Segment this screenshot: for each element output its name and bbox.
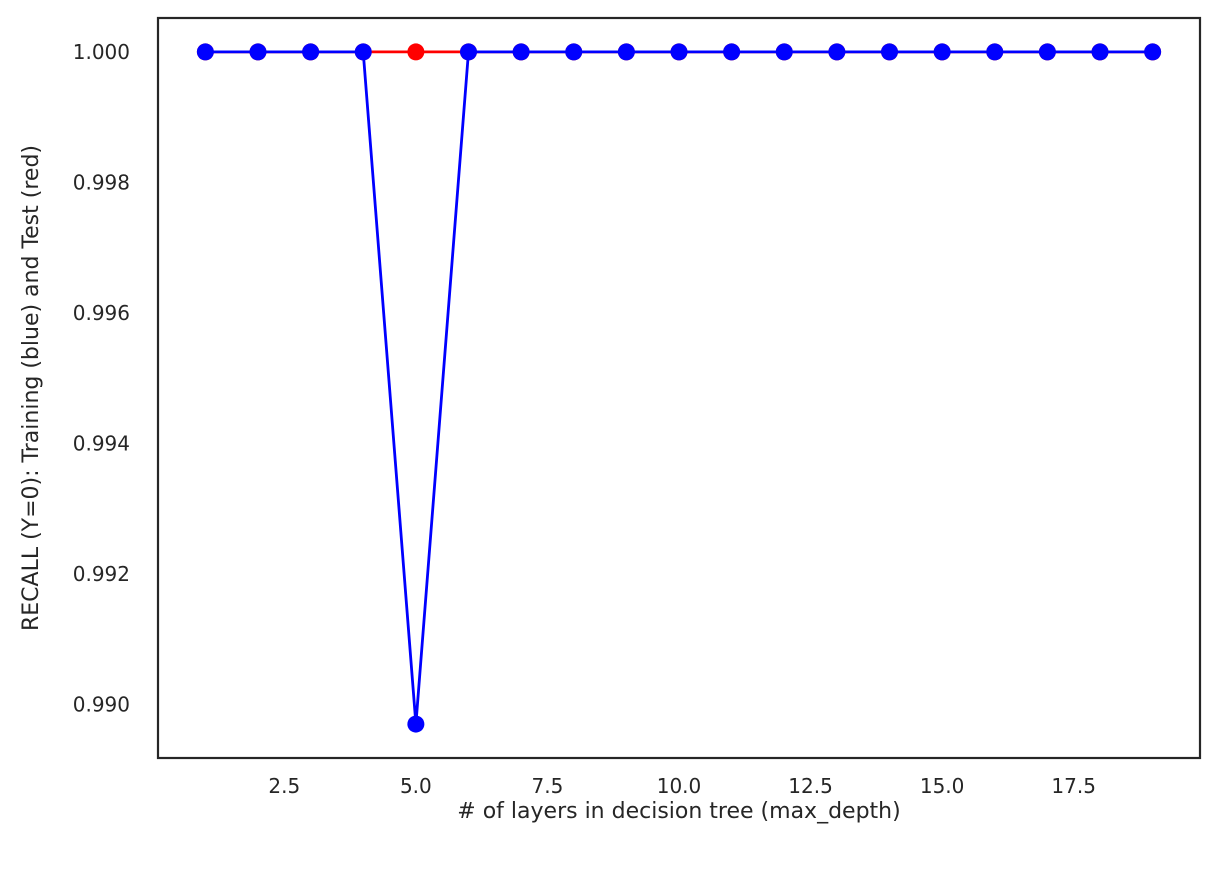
y-axis-label: RECALL (Y=0): Training (blue) and Test (… <box>19 145 44 631</box>
data-point <box>1091 43 1109 61</box>
data-point <box>986 43 1004 61</box>
data-point <box>407 43 425 61</box>
y-tick-label: 0.992 <box>73 562 130 586</box>
data-point <box>723 43 741 61</box>
data-point <box>407 715 425 733</box>
x-axis-ticks: 2.5 5.0 7.5 10.0 12.5 15.0 17.5 <box>268 774 1096 798</box>
series-line <box>205 50 1153 726</box>
data-point <box>249 43 267 61</box>
y-tick-label: 0.994 <box>73 431 130 455</box>
data-point <box>302 43 320 61</box>
series-layer <box>196 43 1162 733</box>
x-tick-label: 2.5 <box>268 774 300 798</box>
x-tick-label: 5.0 <box>400 774 432 798</box>
x-tick-label: 12.5 <box>788 774 833 798</box>
series-1 <box>196 43 1162 733</box>
plot-frame <box>156 16 1202 760</box>
data-point <box>617 43 635 61</box>
data-point <box>565 43 583 61</box>
y-tick-label: 0.998 <box>73 170 130 194</box>
x-tick-label: 17.5 <box>1051 774 1096 798</box>
x-tick-label: 15.0 <box>920 774 965 798</box>
y-tick-label: 0.990 <box>73 692 130 716</box>
data-point <box>775 43 793 61</box>
data-point <box>881 43 899 61</box>
data-point <box>828 43 846 61</box>
x-axis-label: # of layers in decision tree (max_depth) <box>457 799 900 824</box>
x-tick-label: 7.5 <box>532 774 564 798</box>
data-point <box>1144 43 1162 61</box>
data-point <box>354 43 372 61</box>
y-axis-ticks: 0.990 0.992 0.994 0.996 0.998 1.000 <box>73 40 130 717</box>
data-point <box>512 43 530 61</box>
y-tick-label: 0.996 <box>73 301 130 325</box>
data-point <box>1038 43 1056 61</box>
y-tick-label: 1.000 <box>73 40 130 64</box>
data-point <box>670 43 688 61</box>
data-point <box>459 43 477 61</box>
data-point <box>196 43 214 61</box>
x-tick-label: 10.0 <box>657 774 702 798</box>
data-point <box>933 43 951 61</box>
